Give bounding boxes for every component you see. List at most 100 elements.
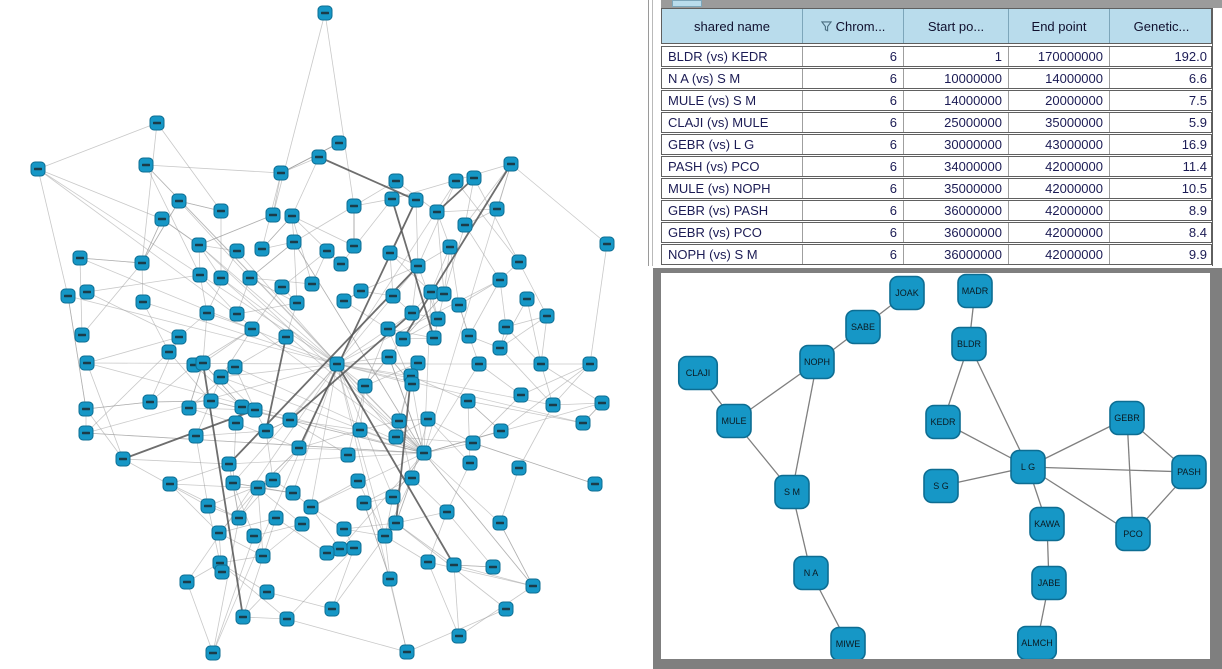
network-edge-BLDR-L G[interactable] [968,343,1029,468]
network-node[interactable] [246,528,262,544]
network-node[interactable] [154,211,170,227]
network-node[interactable] [213,369,229,385]
network-node[interactable] [235,609,251,625]
network-node[interactable] [229,243,245,259]
network-node-S M[interactable]: S M [774,474,810,510]
network-node[interactable] [311,149,327,165]
network-node[interactable] [594,395,610,411]
table-row[interactable]: GEBR (vs) L G 6 30000000 43000000 16.9 [661,134,1212,155]
network-node-NOPH[interactable]: NOPH [799,344,835,380]
network-node[interactable] [303,499,319,515]
table-scroll-tab[interactable] [672,0,702,7]
network-node-KAWA[interactable]: KAWA [1029,506,1065,542]
network-node[interactable] [199,305,215,321]
network-node[interactable] [268,510,284,526]
network-node[interactable] [213,270,229,286]
network-node[interactable] [195,355,211,371]
network-node[interactable] [410,258,426,274]
network-node[interactable] [377,528,393,544]
network-edge-GEBR-PCO[interactable] [1126,417,1134,535]
network-node[interactable] [395,331,411,347]
network-node[interactable] [492,340,508,356]
network-node[interactable] [429,204,445,220]
network-node[interactable] [388,515,404,531]
network-node[interactable] [346,540,362,556]
network-node[interactable] [599,236,615,252]
network-node[interactable] [273,165,289,181]
network-node[interactable] [539,308,555,324]
small-network-view[interactable]: JOAK MADR SABE NOPH CLAJI BLDR MULE KEDR GEBR L G… [661,273,1210,659]
network-node[interactable] [221,456,237,472]
network-node[interactable] [78,425,94,441]
network-node[interactable] [171,193,187,209]
network-node[interactable] [79,284,95,300]
network-node[interactable] [446,557,462,573]
network-node-MIWE[interactable]: MIWE [830,626,866,660]
network-node[interactable] [319,243,335,259]
network-node-MULE[interactable]: MULE [716,403,752,439]
column-header-end-point[interactable]: End point [1009,9,1110,43]
table-row[interactable]: MULE (vs) NOPH 6 35000000 42000000 10.5 [661,178,1212,199]
network-node[interactable] [388,173,404,189]
network-node[interactable] [498,601,514,617]
network-edge-L G-PCO[interactable] [1027,466,1134,535]
network-node[interactable] [333,256,349,272]
network-node[interactable] [336,293,352,309]
network-node[interactable] [423,284,439,300]
network-node[interactable] [426,330,442,346]
network-node[interactable] [181,400,197,416]
network-node[interactable] [533,356,549,372]
network-node[interactable] [200,498,216,514]
network-node-PASH[interactable]: PASH [1171,454,1207,490]
network-node[interactable] [138,157,154,173]
network-node[interactable] [404,305,420,321]
network-node[interactable] [244,321,260,337]
network-node[interactable] [259,584,275,600]
network-node[interactable] [466,170,482,186]
network-node[interactable] [331,135,347,151]
network-node[interactable] [381,349,397,365]
network-node[interactable] [134,255,150,271]
network-node[interactable] [575,415,591,431]
network-node-S G[interactable]: S G [923,468,959,504]
network-node[interactable] [336,521,352,537]
network-node-N A[interactable]: N A [793,555,829,591]
network-node[interactable] [503,156,519,172]
network-node[interactable] [408,192,424,208]
network-node[interactable] [294,516,310,532]
network-node[interactable] [391,413,407,429]
network-node[interactable] [203,393,219,409]
network-node[interactable] [498,319,514,335]
network-node-JOAK[interactable]: JOAK [889,275,925,311]
network-node[interactable] [511,460,527,476]
network-node[interactable] [332,541,348,557]
network-node-CLAJI[interactable]: CLAJI [677,355,719,391]
network-node[interactable] [346,198,362,214]
network-node[interactable] [420,411,436,427]
network-node[interactable] [329,356,345,372]
network-node[interactable] [289,295,305,311]
network-node[interactable] [171,329,187,345]
network-node[interactable] [582,356,598,372]
network-node[interactable] [525,578,541,594]
network-node[interactable] [228,415,244,431]
network-node[interactable] [352,422,368,438]
network-node[interactable] [72,250,88,266]
column-header-start-po---[interactable]: Start po... [904,9,1009,43]
network-node[interactable] [192,267,208,283]
network-node[interactable] [471,356,487,372]
network-node[interactable] [513,387,529,403]
network-node[interactable] [416,445,432,461]
network-node-SABE[interactable]: SABE [845,309,881,345]
network-node[interactable] [451,297,467,313]
network-node[interactable] [247,402,263,418]
network-node[interactable] [179,574,195,590]
network-node[interactable] [279,611,295,627]
network-node[interactable] [250,480,266,496]
network-node[interactable] [188,428,204,444]
network-node[interactable] [404,376,420,392]
network-node[interactable] [519,291,535,307]
network-node[interactable] [274,279,290,295]
network-node[interactable] [460,393,476,409]
network-node[interactable] [317,5,333,21]
